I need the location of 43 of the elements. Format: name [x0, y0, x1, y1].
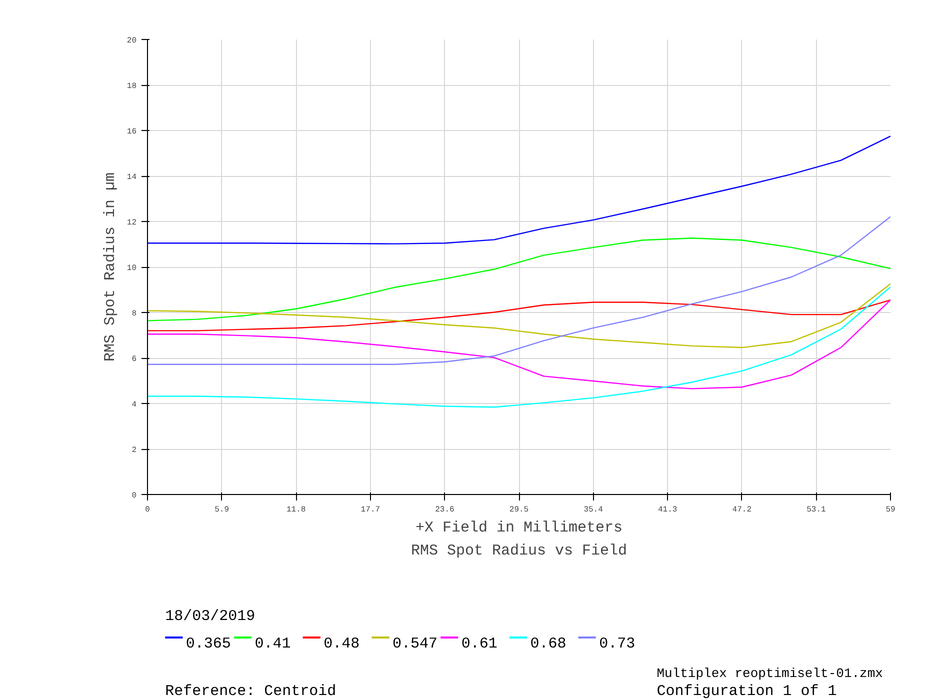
text: Reference: Centroid: [165, 683, 336, 699]
text: RMS Spot Radius vs Field: [410, 542, 628, 560]
x-tick-label: 53.1: [806, 506, 826, 514]
y-tick-label: 0: [132, 492, 137, 500]
y-tick-label: 10: [126, 264, 137, 273]
text: Configuration 1 of 1: [656, 683, 837, 699]
x-tick-label: 29.5: [509, 506, 529, 514]
line-series: [148, 299, 890, 332]
x-tick-label: 5.9: [214, 506, 230, 514]
x-tick-label: 41.3: [658, 506, 678, 514]
legend-label: 0.68: [530, 636, 566, 652]
line-series: [148, 299, 890, 390]
y-tick-label: 18: [126, 82, 137, 91]
legend-label: 0.48: [324, 636, 360, 652]
x-tick-label: 59: [886, 506, 896, 514]
x-tick-label: 11.8: [286, 506, 306, 514]
y-tick-label: 16: [126, 128, 137, 136]
line-series: [148, 286, 890, 408]
x-tick-label: 23.6: [435, 506, 454, 514]
line-series: [148, 136, 890, 244]
x-tick-label: 0: [145, 506, 150, 514]
line-series: [148, 238, 890, 322]
y-tick-label: 12: [126, 218, 137, 228]
y-tick-label: 6: [132, 355, 137, 364]
x-tick-label: 35.4: [584, 506, 604, 514]
x-tick-label: 17.7: [360, 506, 380, 514]
y-tick-label: 4: [132, 400, 137, 410]
y-tick-label: 8: [132, 310, 137, 318]
legend-label: 0.365: [186, 636, 231, 652]
y-tick-label: 20: [126, 36, 137, 46]
line-series: [148, 283, 890, 348]
y-tick-label: 14: [126, 173, 137, 182]
legend-label: 0.73: [599, 636, 636, 652]
y-tick-label: 2: [132, 446, 137, 455]
x-tick-label: 47.2: [732, 506, 752, 514]
text: Multiplex reoptimiselt-01.zmx: [656, 666, 884, 681]
x-axis-title: +X Field in Millimeters: [415, 520, 623, 536]
legend-label: 0.547: [392, 636, 438, 652]
y-axis-title: RMS Spot Radius in µm: [102, 172, 119, 362]
legend-label: 0.41: [254, 636, 291, 652]
legend-label: 0.61: [461, 636, 498, 652]
text: 18/03/2019: [165, 608, 256, 625]
line-series: [148, 216, 890, 365]
